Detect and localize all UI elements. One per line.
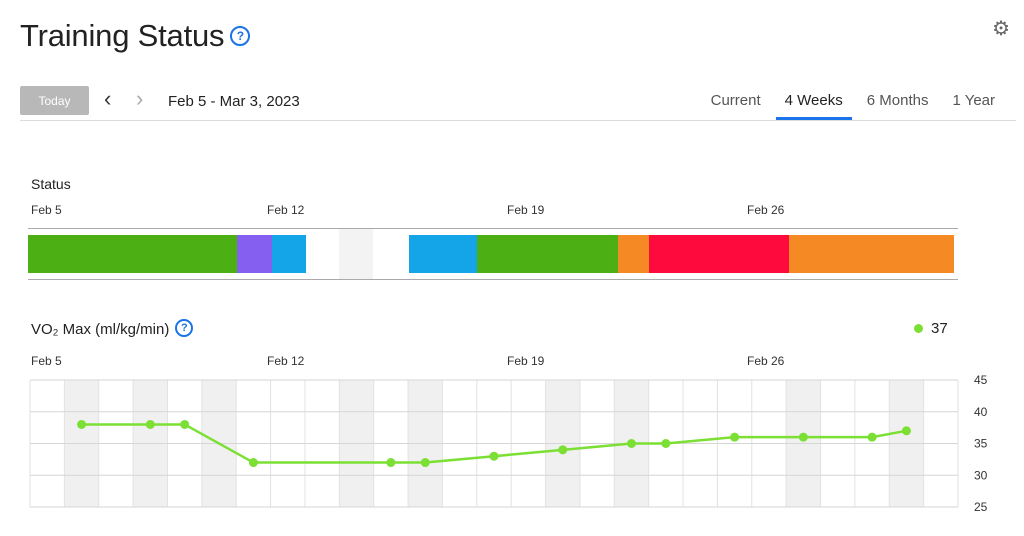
status-segment	[789, 235, 955, 273]
vo2-point	[180, 419, 190, 429]
period-tabs: Current 4 Weeks 6 Months 1 Year	[696, 80, 1004, 120]
vo2-legend-dot	[914, 324, 923, 333]
vo2-point	[386, 458, 396, 468]
status-segment	[408, 235, 478, 273]
y-tick-label: 35	[974, 437, 988, 451]
page-title-text: Training Status	[20, 18, 225, 53]
tab-4-weeks[interactable]: 4 Weeks	[775, 80, 852, 120]
chevron-right-icon[interactable]: ›	[136, 86, 144, 111]
chevron-left-icon[interactable]: ‹	[104, 86, 112, 111]
status-label: Status	[31, 176, 71, 192]
vo2-point	[558, 445, 568, 455]
vo2-point	[661, 439, 671, 448]
help-icon[interactable]: ?	[175, 319, 194, 338]
vo2-tick: Feb 19	[507, 354, 545, 368]
tab-1-year[interactable]: 1 Year	[952, 92, 995, 109]
vo2-point	[798, 432, 808, 442]
today-button[interactable]: Today	[20, 86, 89, 115]
vo2-chart: 45 40 35 30 25	[29, 373, 988, 514]
y-tick-label: 30	[974, 468, 988, 482]
vo2-tick: Feb 26	[747, 354, 785, 368]
status-segment	[617, 235, 649, 273]
vo2-point	[420, 458, 430, 468]
status-segment	[648, 235, 790, 273]
vo2-series-line	[81, 423, 907, 464]
tab-6-months[interactable]: 6 Months	[866, 92, 929, 109]
vo2-point	[901, 426, 911, 436]
vo2-label-text: VO₂ Max (ml/kg/min)	[31, 321, 170, 338]
page-title: Training Status?	[20, 18, 251, 54]
tab-current[interactable]: Current	[710, 92, 761, 109]
gear-icon[interactable]: ⚙	[992, 18, 1010, 40]
status-segment	[237, 235, 272, 273]
vo2-point	[867, 432, 877, 442]
status-tick: Feb 5	[31, 203, 62, 217]
vo2-tick: Feb 12	[267, 354, 305, 368]
status-tick: Feb 19	[507, 203, 545, 217]
tabs-divider	[20, 120, 1016, 121]
vo2-point	[626, 439, 636, 448]
y-tick-label: 45	[974, 373, 988, 387]
help-icon[interactable]: ?	[230, 25, 251, 46]
vo2-point	[77, 419, 87, 429]
vo2-point	[730, 432, 740, 442]
status-gap	[339, 229, 373, 279]
y-tick-label: 40	[974, 405, 988, 419]
status-segment	[477, 235, 618, 273]
vo2-point	[489, 451, 499, 461]
status-tick: Feb 12	[267, 203, 305, 217]
date-range-label: Feb 5 - Mar 3, 2023	[168, 93, 300, 110]
status-tick: Feb 26	[747, 203, 785, 217]
status-bar	[28, 228, 958, 280]
vo2-label: VO₂ Max (ml/kg/min)?	[31, 319, 194, 339]
vo2-point	[145, 419, 155, 429]
vo2-tick: Feb 5	[31, 354, 62, 368]
vo2-current-value: 37	[931, 320, 948, 337]
vo2-point	[248, 458, 258, 468]
status-segment	[271, 235, 306, 273]
y-tick-label: 25	[974, 500, 988, 514]
status-segment	[28, 235, 238, 273]
